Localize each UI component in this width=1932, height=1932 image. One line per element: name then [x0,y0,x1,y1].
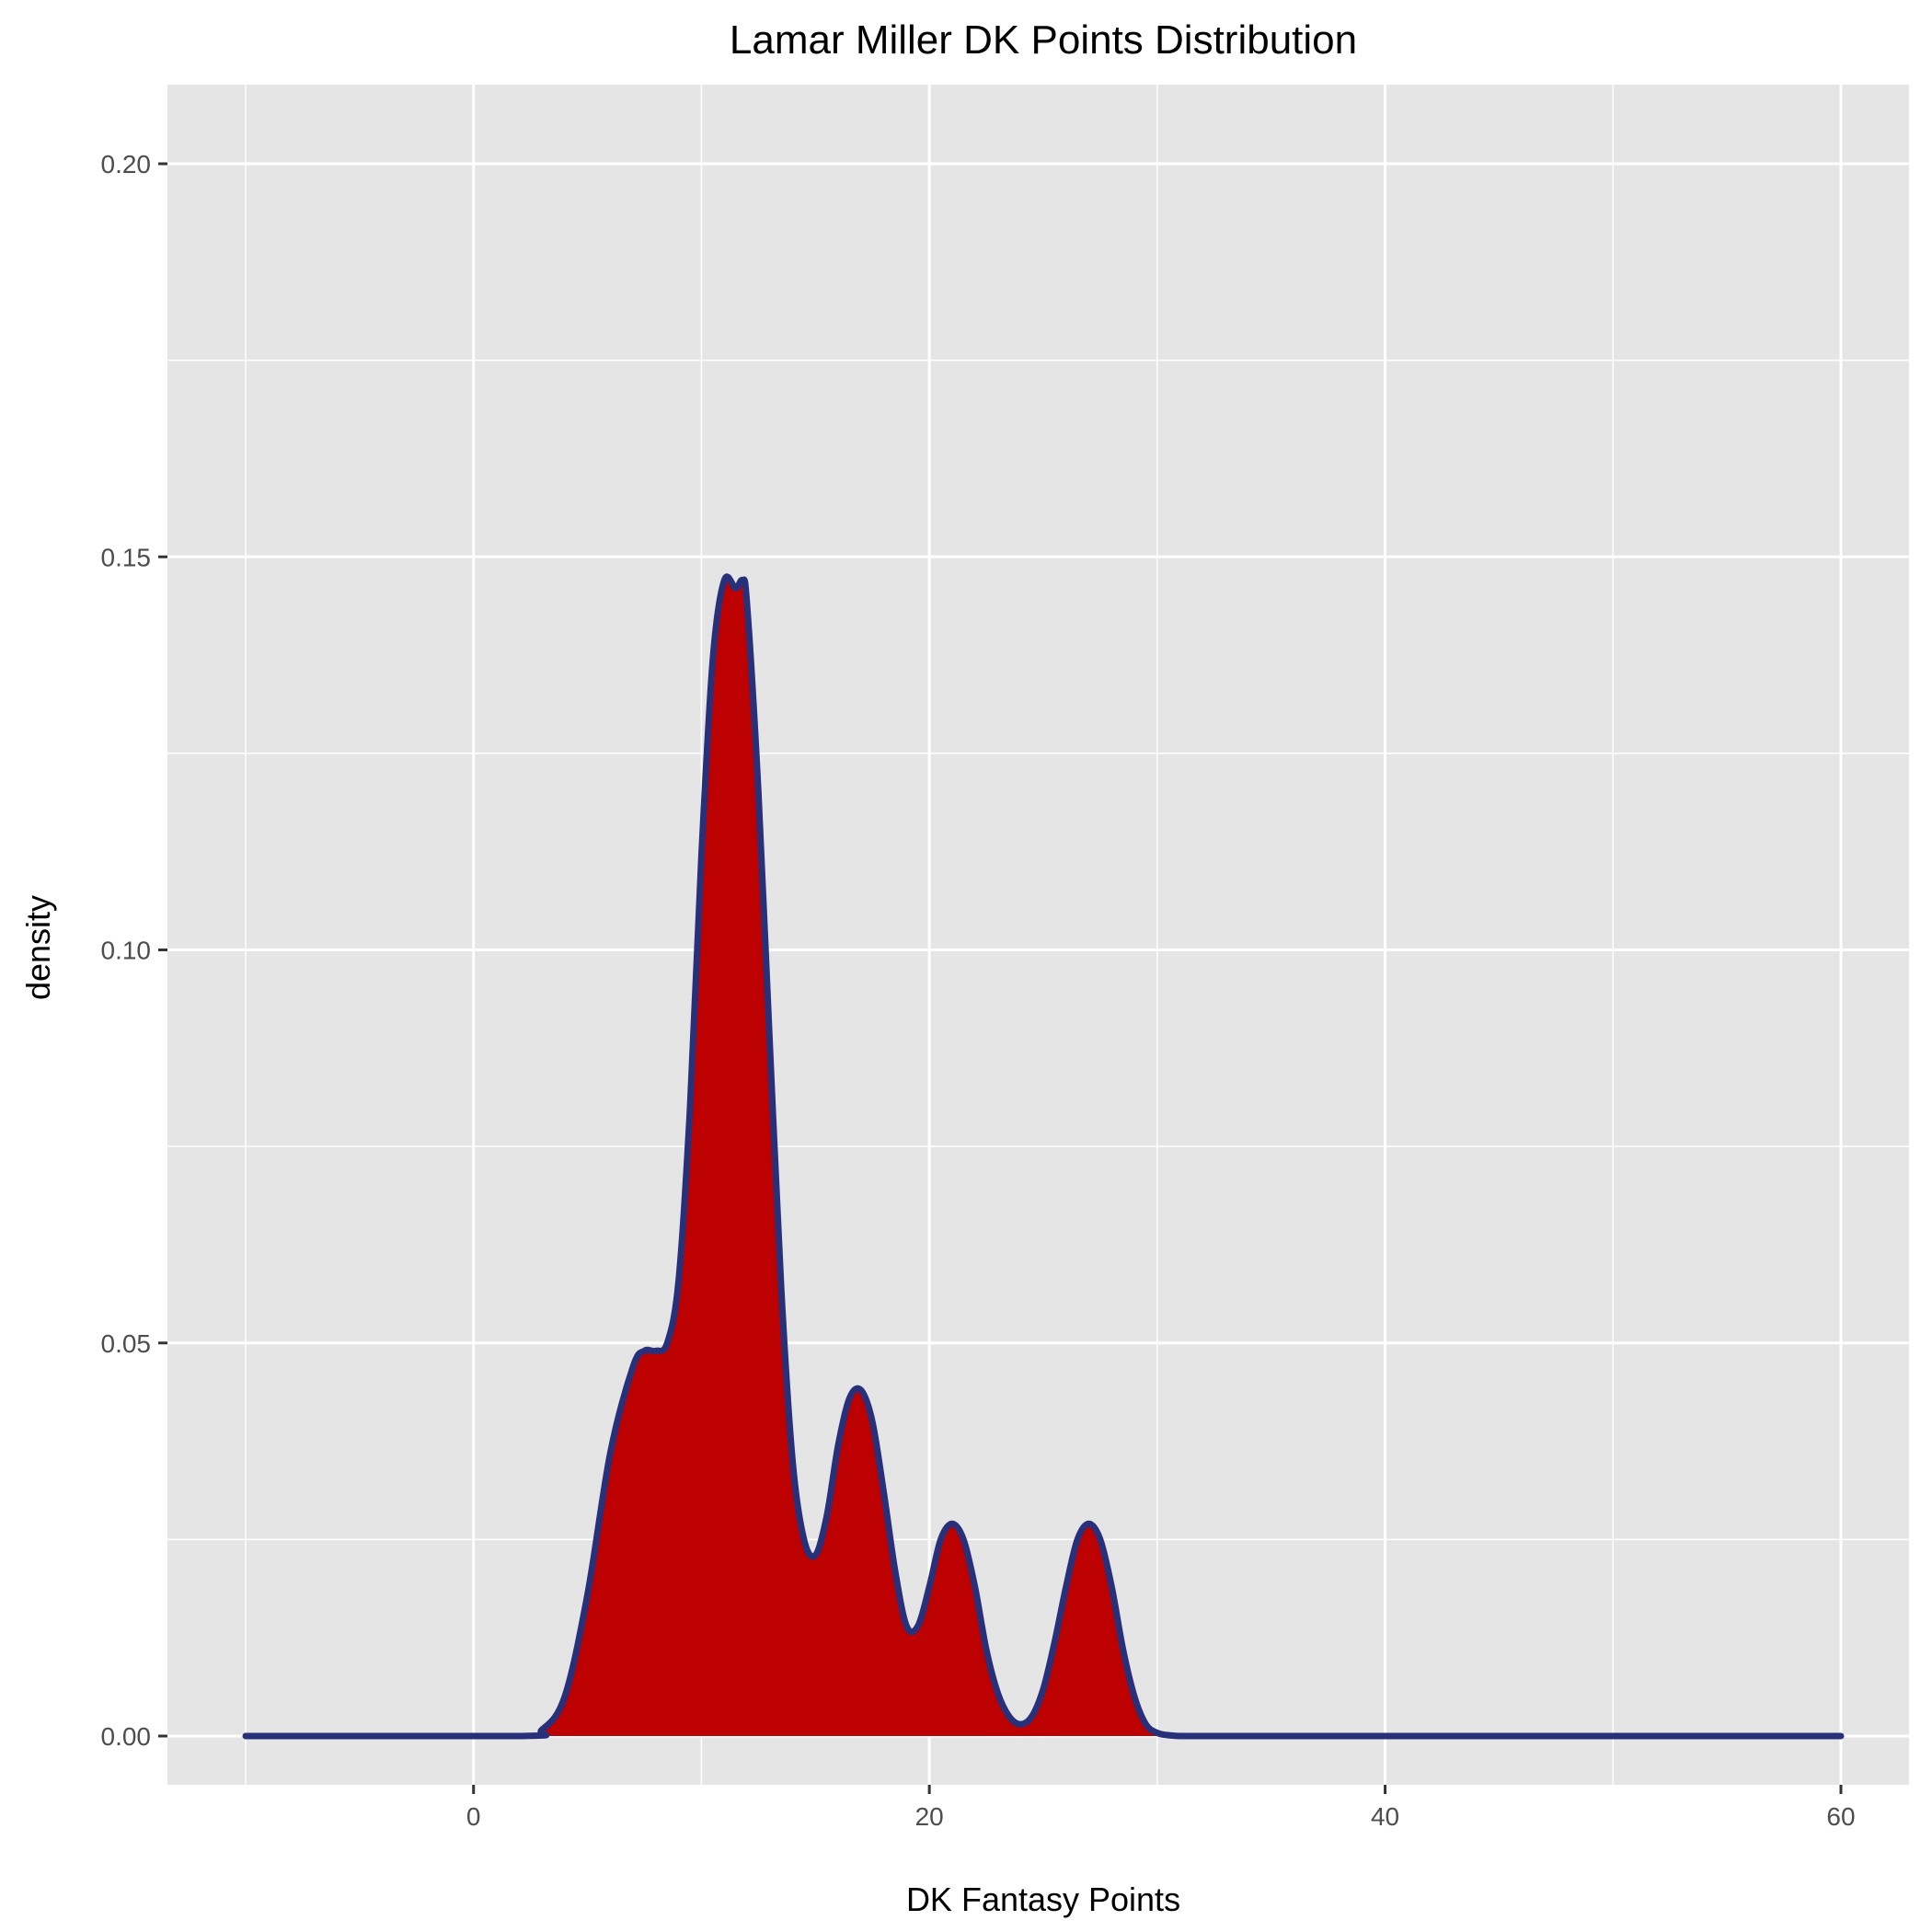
y-tick-label: 0.05 [101,1329,152,1358]
density-curve-line [242,573,1845,1740]
x-tick-label: 40 [1371,1802,1399,1831]
x-axis-ticks: 0 20 40 60 [466,1785,1856,1831]
y-tick-label: 0.10 [101,937,152,965]
x-tick-label: 0 [466,1802,481,1831]
x-axis-title: DK Fantasy Points [906,1880,1180,1918]
x-tick-label: 20 [915,1802,944,1831]
y-tick-label: 0.00 [101,1722,152,1751]
y-axis-title: density [19,895,57,1000]
y-axis-ticks: 0.00 0.05 0.10 0.15 0.20 [101,150,167,1751]
y-tick-label: 0.15 [101,543,152,571]
density-area-fill [246,576,1841,1737]
y-tick-label: 0.20 [101,150,152,178]
chart-title: Lamar Miller DK Points Distribution [730,17,1357,63]
plot-panel [167,85,1909,1785]
x-tick-label: 60 [1826,1802,1855,1831]
